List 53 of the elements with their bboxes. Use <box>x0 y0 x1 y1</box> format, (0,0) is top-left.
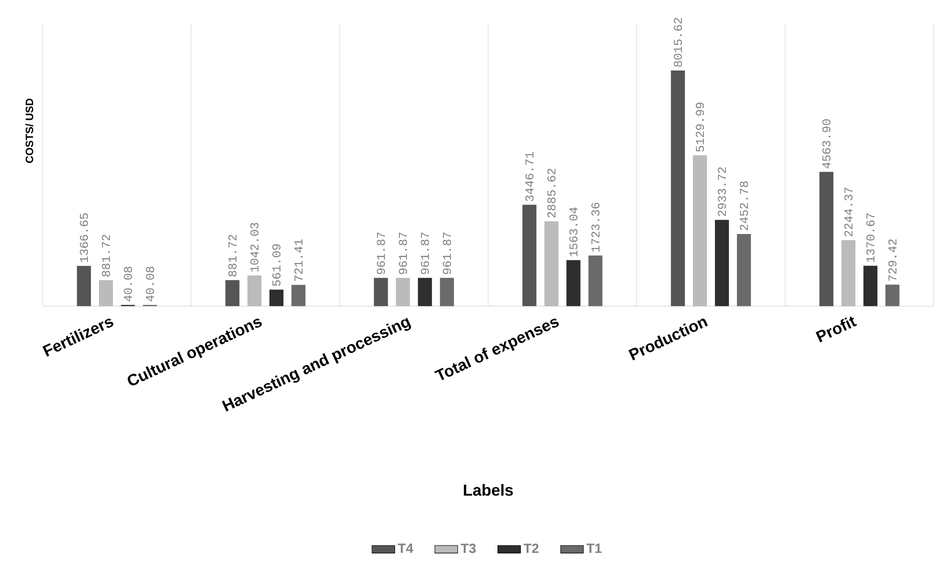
bar <box>863 266 878 306</box>
bar <box>247 275 262 306</box>
data-label: 881.72 <box>228 234 237 276</box>
bar <box>440 278 454 306</box>
bar <box>374 278 388 306</box>
bar <box>714 220 729 306</box>
bar <box>819 172 834 306</box>
bar <box>885 284 900 306</box>
bar <box>736 234 751 306</box>
data-label: 40.08 <box>124 266 132 302</box>
data-label: 2885.62 <box>547 168 556 218</box>
x-tick-label: Profit <box>816 316 857 342</box>
bar <box>544 221 558 306</box>
data-label: 4563.90 <box>822 119 830 168</box>
data-label: 5129.99 <box>696 102 704 152</box>
bar <box>588 255 602 306</box>
data-label: 561.09 <box>272 244 281 286</box>
y-axis-title: COSTS/ USD <box>25 98 34 163</box>
data-label: 3446.71 <box>525 152 534 201</box>
bar <box>396 278 410 306</box>
bar <box>225 280 240 306</box>
data-label: 2933.72 <box>718 167 726 216</box>
bar <box>418 278 432 306</box>
data-label: 1723.36 <box>591 202 600 252</box>
data-label: 961.87 <box>398 232 408 274</box>
bar <box>692 155 707 306</box>
bar <box>269 290 284 306</box>
data-label: 961.87 <box>420 232 430 274</box>
bar <box>76 266 91 306</box>
data-label: 729.42 <box>888 239 897 281</box>
legend-label: T2 <box>524 544 539 553</box>
data-label: 1042.03 <box>250 222 259 272</box>
data-label: 881.72 <box>102 234 110 276</box>
data-label: 2452.78 <box>740 181 748 230</box>
x-axis-title: Labels <box>464 484 513 496</box>
bar <box>841 240 856 306</box>
legend-label: T3 <box>460 544 476 553</box>
legend-label: T1 <box>586 544 602 553</box>
data-label: 1366.65 <box>80 213 88 262</box>
data-label: 8015.62 <box>674 18 682 67</box>
bar <box>670 70 685 306</box>
data-label: 961.87 <box>376 232 385 274</box>
bar <box>566 260 580 306</box>
data-label: 721.41 <box>294 239 302 281</box>
data-label: 40.08 <box>146 266 154 302</box>
data-label: 1563.04 <box>569 207 578 256</box>
bar <box>291 284 306 306</box>
data-label: 961.87 <box>442 232 452 274</box>
legend-label: T4 <box>398 544 414 553</box>
data-label: 1370.67 <box>866 213 874 262</box>
bar <box>522 204 536 306</box>
bar <box>98 280 113 306</box>
data-label: 2244.37 <box>844 188 852 236</box>
